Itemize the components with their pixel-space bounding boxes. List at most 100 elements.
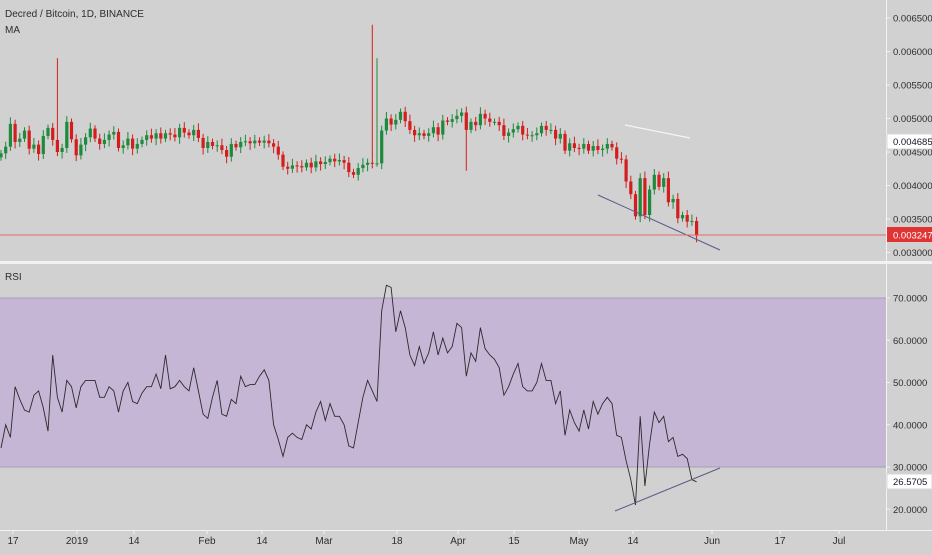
drawing-annotations[interactable] [597, 124, 721, 512]
candle [69, 118, 74, 143]
candle [652, 169, 656, 195]
candle [356, 163, 360, 181]
rsi-axis-tick-label: 20.0000 [893, 505, 927, 516]
candle [596, 139, 600, 155]
candle [591, 141, 595, 157]
candle [93, 125, 97, 142]
candle [384, 111, 388, 135]
horizontal-trendline[interactable] [624, 124, 691, 139]
candle [483, 109, 487, 126]
candle [615, 142, 619, 165]
price-axis-tick-label: 0.005000 [893, 114, 932, 125]
candle [648, 185, 652, 222]
time-axis-tick-label: Mar [315, 536, 333, 547]
price-axis[interactable]: 0.006500 0.006000 0.005500 0.005000 0.004500… [886, 14, 932, 260]
candle [328, 155, 332, 166]
time-axis-tick-label: 15 [508, 536, 520, 547]
price-axis-tick-label: 0.006500 [893, 14, 932, 25]
candle [662, 173, 666, 193]
svg-text:26.5705: 26.5705 [893, 477, 927, 488]
candle [643, 171, 647, 220]
rsi-axis-tick-label: 30.0000 [893, 463, 927, 474]
candle [417, 127, 421, 141]
candle [253, 134, 257, 149]
candle [427, 128, 431, 142]
time-axis-tick-label: 17 [7, 536, 19, 547]
candle [394, 114, 398, 130]
candle [389, 114, 393, 132]
rsi-axis-tick-label: 40.0000 [893, 420, 927, 431]
candle [154, 129, 158, 146]
rsi-last-value-label: 26.5705 [886, 473, 932, 490]
candle [210, 138, 215, 150]
rsi-indicator-label[interactable]: RSI [5, 272, 22, 283]
candle [488, 112, 492, 127]
candle [55, 58, 59, 157]
candle [239, 136, 243, 154]
rsi-support-trendline[interactable] [614, 467, 721, 512]
time-axis[interactable]: 17 2019 14 Feb 14 Mar 18 Apr 15 May 14 Jun 17 Jul [7, 530, 845, 547]
candle [361, 158, 365, 173]
price-support-trendline[interactable] [597, 194, 721, 251]
candle [370, 24, 374, 169]
candle [455, 109, 459, 124]
time-axis-tick-label: Apr [450, 536, 466, 547]
candle [145, 130, 149, 146]
candle [121, 140, 125, 154]
candle [690, 214, 694, 226]
candle [51, 122, 55, 146]
candle [84, 133, 88, 152]
candle [257, 137, 262, 146]
candle [507, 128, 511, 143]
rsi-axis[interactable]: 70.0000 60.0000 50.0000 40.0000 30.0000 20.00… [886, 294, 927, 516]
candle [525, 128, 529, 140]
candle [140, 136, 144, 148]
candle [65, 116, 69, 153]
candle [685, 210, 689, 228]
candle [131, 134, 135, 156]
candle [586, 140, 591, 155]
price-axis-tick-label: 0.006000 [893, 47, 932, 58]
rsi-band [0, 298, 886, 467]
candle [74, 134, 78, 162]
candle [436, 123, 440, 142]
candle [4, 141, 8, 160]
candle [206, 136, 210, 153]
time-axis-tick-label: 14 [256, 536, 268, 547]
candle [408, 114, 412, 135]
candlestick-series [0, 24, 699, 243]
candle [192, 124, 196, 142]
candle [535, 127, 539, 141]
ma-indicator-label[interactable]: MA [5, 25, 20, 36]
candle [168, 128, 172, 141]
candle [272, 139, 276, 154]
candle [13, 119, 17, 149]
candle [178, 123, 182, 144]
candle [88, 122, 92, 143]
candle [22, 127, 27, 142]
candle [633, 190, 638, 220]
candle [32, 138, 36, 153]
candle [281, 151, 285, 171]
price-axis-tick-label: 0.004000 [893, 181, 932, 192]
candle [116, 128, 121, 152]
candle [215, 140, 219, 152]
candle [163, 129, 168, 142]
candle [102, 133, 106, 149]
candle [511, 123, 515, 138]
candle [347, 156, 351, 178]
candle [243, 134, 247, 147]
price-axis-tick-label: 0.003000 [893, 248, 932, 259]
rsi-series [0, 284, 697, 506]
candle [262, 135, 266, 149]
candle [403, 106, 407, 127]
candle [286, 161, 290, 175]
last-price-label: 0.003247 [887, 227, 932, 242]
time-axis-tick-label: Feb [198, 536, 216, 547]
candle [333, 153, 337, 168]
candle [469, 118, 473, 134]
candle [445, 117, 450, 126]
svg-text:0.003247: 0.003247 [893, 231, 932, 242]
